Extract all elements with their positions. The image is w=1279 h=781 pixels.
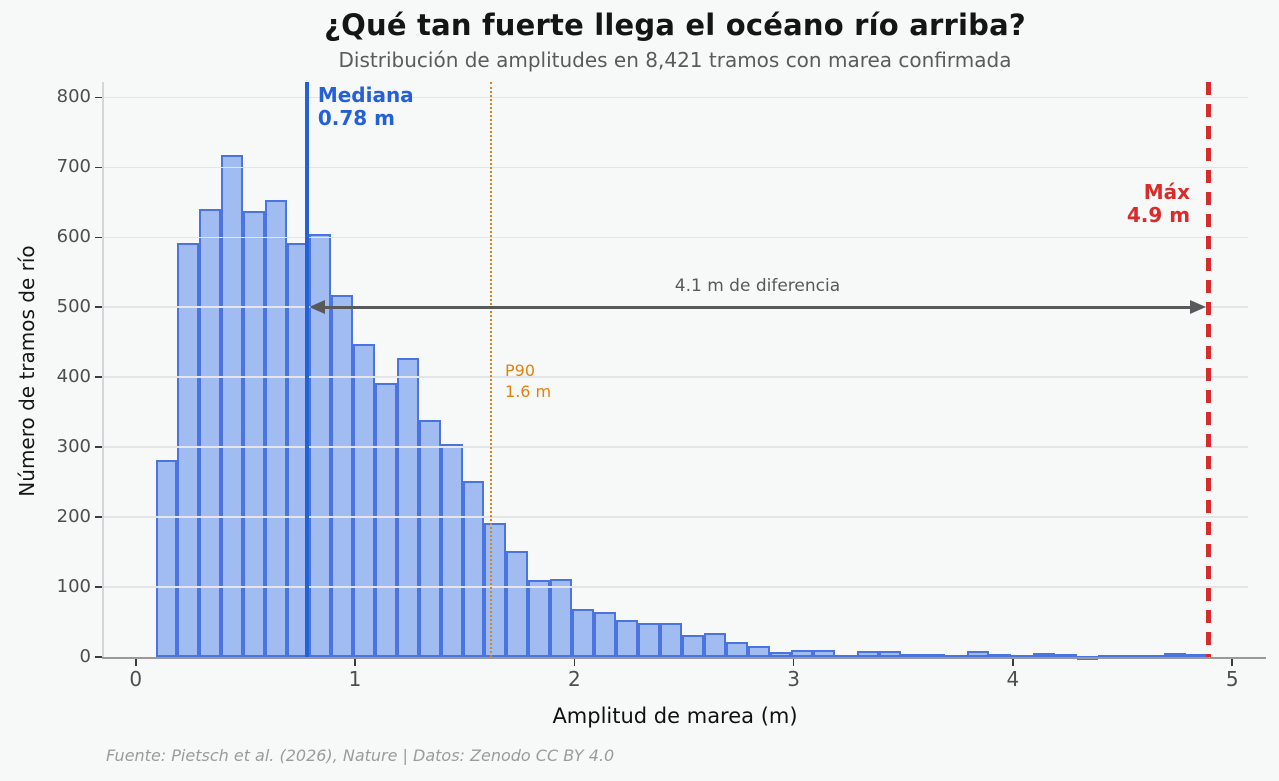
x-tick-label: 0 bbox=[129, 667, 143, 691]
y-tick-label: 600 bbox=[56, 226, 91, 248]
histogram-bar bbox=[813, 650, 836, 657]
histogram-bar bbox=[637, 622, 660, 657]
x-tick-mark bbox=[135, 658, 137, 666]
y-tick-mark bbox=[95, 306, 102, 308]
histogram-bar bbox=[528, 580, 551, 657]
y-gridline bbox=[102, 446, 1248, 448]
y-tick-mark bbox=[95, 376, 102, 378]
y-tick-label: 400 bbox=[56, 366, 91, 388]
histogram-bar bbox=[462, 481, 485, 657]
p90-label-title: P90 bbox=[505, 361, 536, 380]
y-tick-label: 700 bbox=[56, 156, 91, 178]
histogram-bar bbox=[659, 623, 682, 657]
x-tick-mark bbox=[1231, 658, 1233, 666]
histogram-bar bbox=[879, 651, 902, 657]
x-tick-label: 1 bbox=[348, 667, 362, 691]
histogram-bar bbox=[703, 633, 726, 657]
median-label-value: 0.78 m bbox=[317, 106, 395, 130]
median-label: Mediana 0.78 m bbox=[318, 84, 414, 130]
histogram-bar bbox=[769, 652, 792, 657]
y-gridline bbox=[102, 166, 1248, 169]
x-tick-label: 4 bbox=[1006, 667, 1020, 691]
x-tick-mark bbox=[354, 658, 356, 666]
histogram-bar bbox=[221, 155, 244, 657]
histogram-bar bbox=[199, 208, 222, 657]
p90-label-value: 1.6 m bbox=[505, 382, 552, 401]
median-line bbox=[304, 82, 309, 657]
histogram-bar bbox=[177, 242, 200, 657]
difference-arrow-label: 4.1 m de diferencia bbox=[674, 276, 841, 297]
histogram-bar bbox=[418, 419, 441, 657]
y-tick-mark bbox=[95, 656, 102, 658]
histogram-bar bbox=[484, 523, 507, 657]
max-label-title: Máx bbox=[1143, 180, 1191, 204]
x-tick-label: 5 bbox=[1225, 667, 1239, 691]
difference-arrow-line bbox=[320, 305, 1195, 309]
histogram-bar bbox=[594, 611, 616, 657]
chart-title: ¿Qué tan fuerte llega el océano río arri… bbox=[324, 8, 1026, 42]
y-tick-label: 300 bbox=[56, 436, 91, 458]
histogram-bar bbox=[681, 635, 704, 657]
y-tick-mark bbox=[95, 166, 102, 169]
y-gridline bbox=[102, 586, 1248, 588]
y-tick-mark bbox=[95, 96, 102, 99]
y-tick-mark bbox=[95, 236, 102, 239]
histogram-bar bbox=[550, 578, 573, 657]
y-gridline bbox=[102, 96, 1248, 99]
max-line bbox=[1205, 82, 1211, 657]
x-tick-mark bbox=[792, 658, 795, 666]
histogram-bar bbox=[747, 645, 770, 657]
p90-line bbox=[489, 82, 492, 657]
histogram-bar bbox=[243, 211, 266, 657]
max-label: Máx 4.9 m bbox=[990, 181, 1190, 227]
histogram-bar bbox=[440, 443, 463, 657]
histogram-bar bbox=[1054, 653, 1077, 658]
histogram-bar bbox=[725, 641, 748, 657]
y-tick-mark bbox=[95, 586, 102, 588]
y-tick-mark bbox=[95, 516, 102, 518]
x-tick-mark bbox=[573, 658, 576, 666]
histogram-bar bbox=[352, 343, 375, 657]
max-label-value: 4.9 m bbox=[1126, 203, 1191, 227]
histogram-bar bbox=[309, 234, 331, 657]
x-tick-mark bbox=[1012, 658, 1014, 666]
x-tick-label: 3 bbox=[787, 667, 800, 691]
x-tick-label: 2 bbox=[567, 667, 581, 691]
histogram-bar bbox=[1032, 652, 1055, 657]
x-axis-spine bbox=[102, 657, 1266, 659]
histogram-bar bbox=[857, 650, 880, 657]
difference-arrow-right-head-icon bbox=[1190, 300, 1207, 315]
histogram-bar bbox=[791, 650, 814, 657]
y-gridline bbox=[102, 236, 1248, 239]
chart-subtitle: Distribución de amplitudes en 8,421 tram… bbox=[338, 48, 1012, 72]
y-tick-label: 200 bbox=[56, 506, 91, 528]
y-tick-label: 500 bbox=[56, 296, 91, 318]
difference-arrow-left-head-icon bbox=[308, 300, 325, 315]
histogram-bar bbox=[901, 653, 923, 658]
histogram-bar bbox=[572, 608, 595, 657]
y-tick-label: 0 bbox=[79, 646, 91, 667]
p90-label: P90 1.6 m bbox=[505, 360, 551, 402]
histogram-bar bbox=[265, 200, 288, 657]
histogram-bar bbox=[966, 650, 989, 657]
histogram-bar bbox=[155, 460, 178, 657]
y-gridline bbox=[102, 516, 1248, 518]
y-tick-mark bbox=[95, 446, 102, 448]
histogram-bar bbox=[330, 294, 353, 657]
y-axis-spine bbox=[102, 82, 104, 657]
y-gridline bbox=[102, 376, 1248, 378]
histogram-bar bbox=[988, 653, 1011, 658]
histogram-bar bbox=[1164, 652, 1187, 657]
histogram-bar bbox=[616, 619, 638, 657]
y-tick-label: 800 bbox=[56, 86, 91, 108]
histogram-bar bbox=[506, 550, 529, 657]
histogram-bar bbox=[374, 383, 397, 657]
median-label-title: Mediana bbox=[317, 83, 414, 107]
y-tick-label: 100 bbox=[56, 576, 91, 598]
source-footer: Fuente: Pietsch et al. (2026), Nature | … bbox=[106, 746, 615, 765]
x-axis-label: Amplitud de marea (m) bbox=[552, 704, 798, 728]
histogram-bar bbox=[396, 357, 419, 657]
